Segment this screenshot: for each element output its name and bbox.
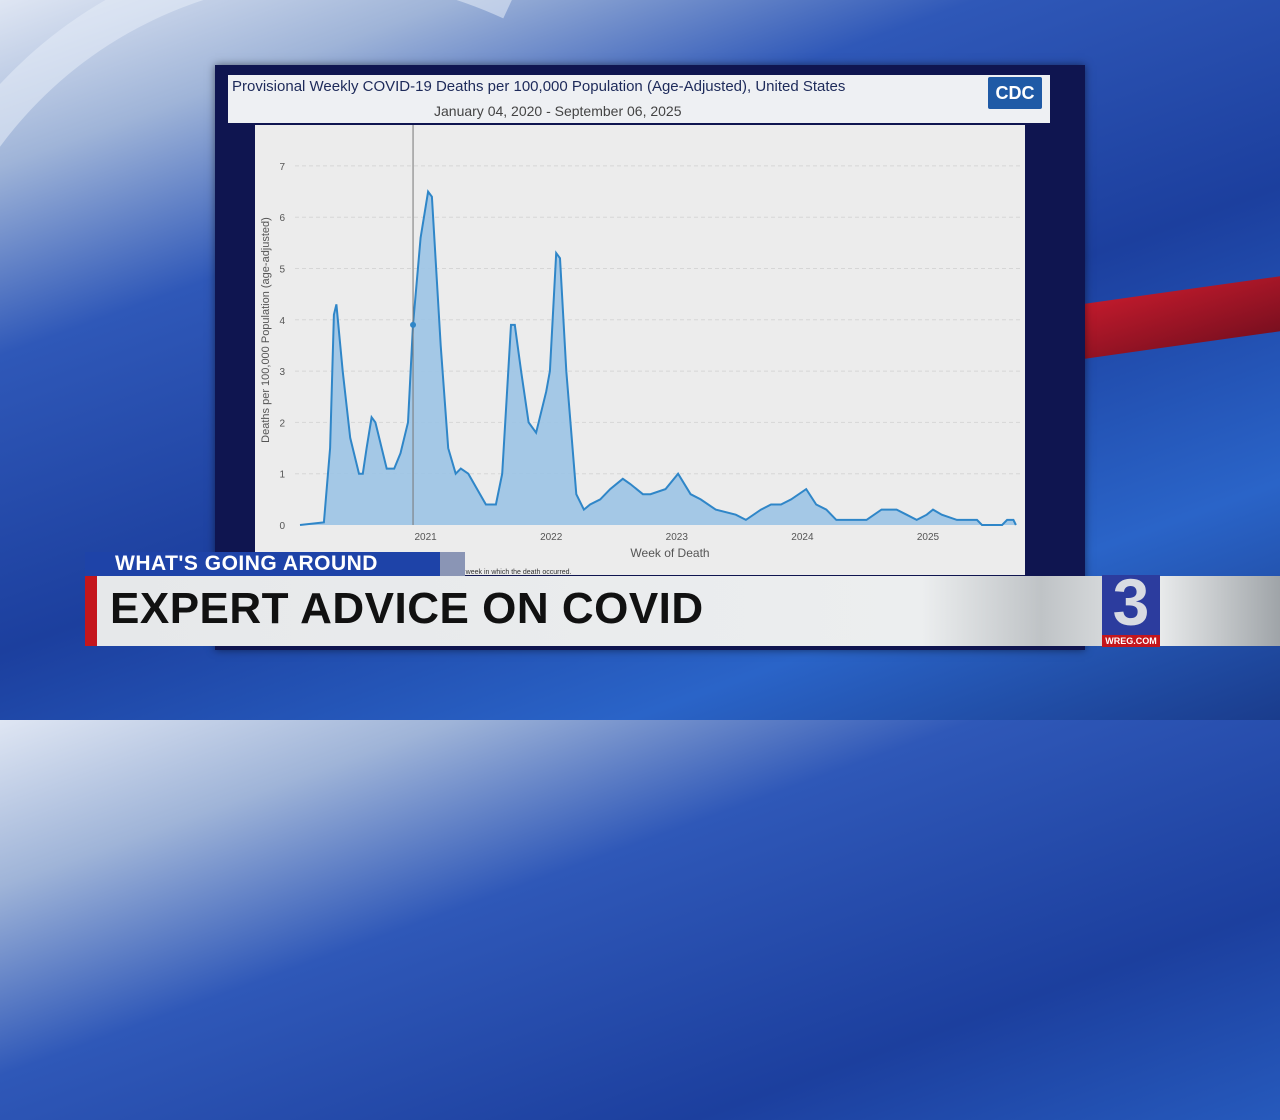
- segment-label-extension: [440, 552, 465, 576]
- x-tick-label: 2024: [791, 532, 814, 543]
- y-tick-label: 3: [279, 367, 285, 378]
- chart-subtitle: January 04, 2020 - September 06, 2025: [434, 103, 682, 119]
- chart-svg: 0 1 2 3 4 5 6 7 2021 2022 2023 2024 2025 Week of Deat…: [260, 125, 1020, 560]
- chart-footnote: ological week in which the death occurre…: [440, 569, 572, 576]
- y-axis-label: Deaths per 100,000 Population (age-adjus…: [260, 217, 272, 443]
- x-tick-label: 2022: [540, 532, 563, 543]
- chart-plot-area: 0 1 2 3 4 5 6 7 2021 2022 2023 2024 2025 Week of Deat…: [255, 125, 1025, 575]
- station-logo-text: WREG.COM: [1102, 635, 1160, 647]
- y-tick-label: 4: [279, 316, 285, 327]
- y-tick-label: 0: [279, 521, 285, 532]
- x-tick-label: 2025: [917, 532, 940, 543]
- headline: EXPERT ADVICE ON COVID: [110, 584, 704, 633]
- segment-label: WHAT'S GOING AROUND: [85, 552, 440, 576]
- series-area: [300, 191, 1016, 525]
- x-tick-label: 2023: [666, 532, 689, 543]
- y-tick-label: 2: [279, 418, 285, 429]
- y-tick-label: 7: [279, 162, 285, 173]
- hover-point: [410, 321, 417, 328]
- series-line: [299, 189, 1017, 526]
- chart-title-bar: Provisional Weekly COVID-19 Deaths per 1…: [228, 75, 1050, 123]
- lower-third-bar: [85, 576, 1280, 646]
- cdc-logo: CDC: [988, 77, 1042, 109]
- lower-third-accent: [85, 576, 97, 646]
- x-tick-label: 2021: [414, 532, 437, 543]
- station-logo-number: 3: [1112, 565, 1150, 639]
- y-tick-label: 5: [279, 265, 285, 276]
- y-tick-label: 6: [279, 213, 285, 224]
- x-axis-label: Week of Death: [630, 546, 709, 560]
- y-tick-label: 1: [279, 470, 285, 481]
- chart-title: Provisional Weekly COVID-19 Deaths per 1…: [232, 78, 846, 95]
- station-logo: 3 WREG.COM: [1102, 569, 1160, 647]
